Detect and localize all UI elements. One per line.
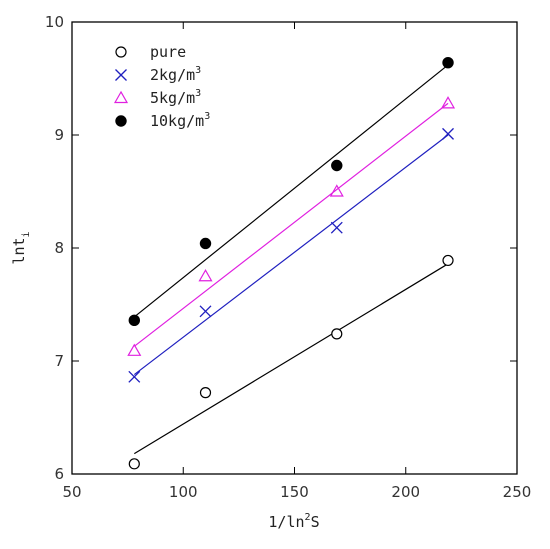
series-2-fit-line	[133, 134, 449, 376]
series-2-data-point	[199, 305, 212, 318]
series-3-data-point	[440, 96, 456, 109]
legend-marker	[115, 115, 127, 127]
x-tick-label: 50	[62, 483, 81, 501]
legend-label: 10kg/m3	[150, 111, 210, 130]
y-tick-label: 9	[54, 126, 64, 144]
series-3-data-point	[127, 343, 142, 356]
series-4-data-point	[128, 314, 141, 327]
legend-marker	[115, 69, 127, 81]
x-tick-label: 150	[280, 483, 309, 501]
legend-label: 5kg/m3	[150, 88, 201, 107]
fit-lines	[133, 64, 449, 455]
series-1-data-point	[442, 254, 454, 267]
series-2-data-point	[330, 221, 343, 234]
y-tick-label: 10	[45, 13, 64, 31]
series-2-data-point	[442, 127, 454, 140]
series-3-fit-line	[133, 102, 449, 347]
series-3-data-point	[198, 269, 213, 282]
y-tick-label: 8	[54, 239, 64, 257]
x-tick-label: 200	[391, 483, 420, 501]
legend-label: 2kg/m3	[150, 65, 201, 84]
y-tick-label: 7	[54, 352, 64, 370]
plot-frame	[71, 21, 518, 475]
series-2-data-point-stroke	[442, 127, 454, 140]
data-points	[127, 56, 456, 470]
series-1-data-point	[128, 458, 140, 470]
legend-label: pure	[150, 43, 186, 61]
series-4-fit-line	[133, 64, 449, 318]
series-4-data-point	[199, 237, 212, 250]
series-2-data-point-stroke	[330, 221, 343, 234]
x-axis-label: 1/ln2S	[268, 512, 319, 531]
legend: pure 2kg/m3 5kg/m3 10kg/m3	[113, 43, 210, 130]
y-axis-label: lnti	[10, 231, 32, 264]
tick-layer: 50 100 150 200 250 6 7 8 9 10	[45, 13, 531, 501]
legend-marker	[115, 46, 127, 58]
series-2-data-point-stroke	[128, 370, 141, 383]
legend-marker	[113, 90, 129, 104]
x-tick-label: 100	[169, 483, 198, 501]
series-4-data-point	[442, 56, 454, 69]
series-1-data-point	[331, 328, 343, 340]
legend-marker-stroke	[115, 69, 127, 81]
series-2-data-point-stroke	[199, 305, 212, 318]
series-2-data-point	[128, 370, 141, 383]
x-tick-label: 250	[503, 483, 532, 501]
y-tick-label: 6	[54, 465, 64, 483]
series-1-data-point	[199, 387, 212, 399]
series-3-data-point	[329, 184, 344, 197]
series-1-fit-line	[133, 263, 449, 455]
series-4-data-point	[331, 159, 343, 172]
